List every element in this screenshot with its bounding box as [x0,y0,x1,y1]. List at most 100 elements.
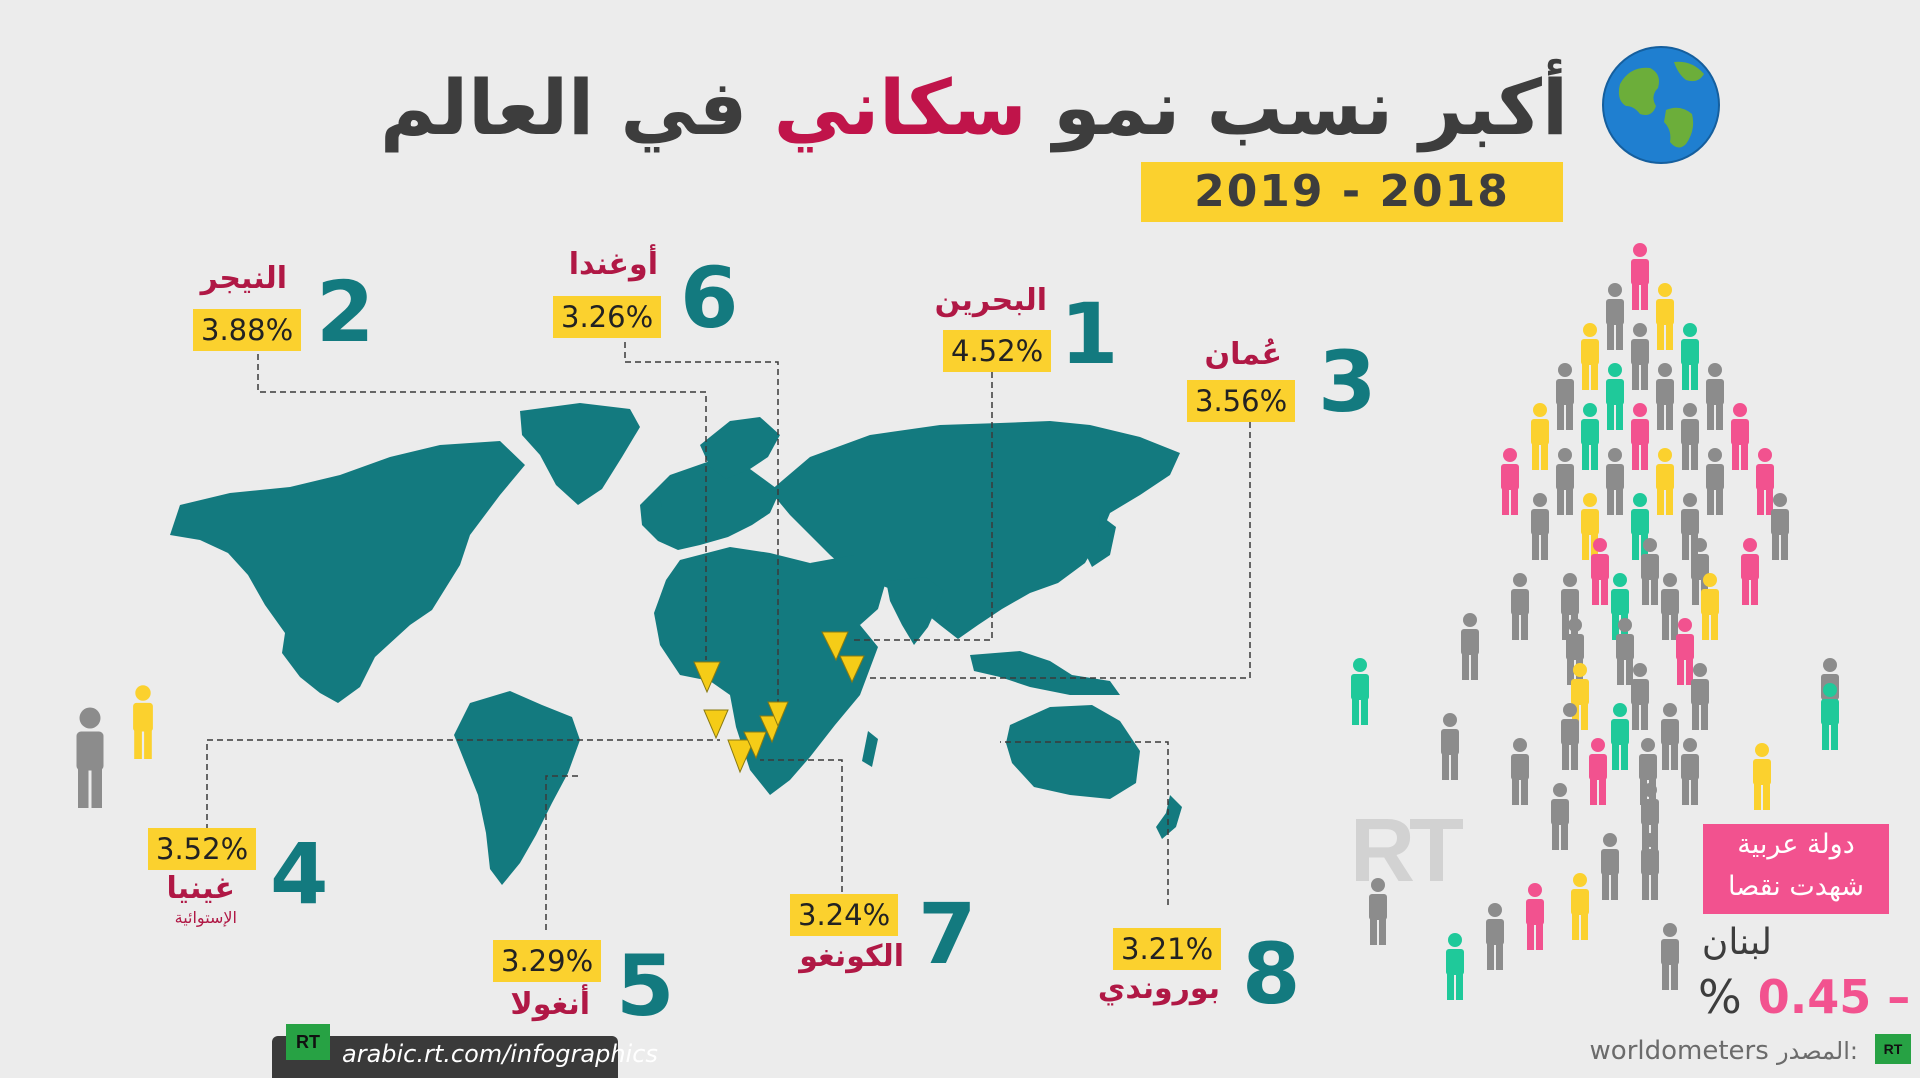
country-pct-1: 4.52% [943,330,1052,372]
country-pct-8: 3.21% [1113,928,1222,970]
globe-icon [1602,46,1720,164]
person-icon [1461,613,1479,680]
person-icon [1691,663,1709,730]
country-sub-4: الإستوائية [174,908,237,927]
person-icon [1656,448,1674,515]
person-icon [1571,873,1589,940]
decline-number: 0.45 [1757,970,1872,1024]
source-value: worldometers [1589,1036,1769,1066]
title-part1: أكبر نسب نمو [1053,63,1568,152]
country-rank-4: 4 [270,825,329,923]
person-icon [1681,738,1699,805]
person-icon [1501,448,1519,515]
person-icon [1631,323,1649,390]
rt-watermark: RT [1350,801,1464,901]
person-icon [1753,743,1771,810]
marker-icon [821,631,849,662]
person-icon [1486,903,1504,970]
person-icon [1641,538,1659,605]
person-icon [1656,363,1674,430]
decline-sign: – [1887,970,1911,1024]
country-name-6: أوغندا [568,247,658,282]
country-pct-5: 3.29% [493,940,602,982]
person-icon [1606,283,1624,350]
decline-percent: % [1698,970,1742,1024]
person-icon [1656,283,1674,350]
person-icon [1771,493,1789,560]
country-name-5: أنغولا [510,987,590,1022]
rt-logo: RT [286,1024,330,1060]
decline-box: دولة عربية شهدت نقصا [1703,824,1889,914]
person-icon [1701,573,1719,640]
country-name-2: النيجر [200,261,287,296]
person-icon [1606,363,1624,430]
country-rank-5: 5 [616,937,675,1035]
country-pct-2: 3.88% [193,309,302,351]
marker-icon [767,701,789,728]
marker-icon [743,731,767,760]
country-pct-7: 3.24% [790,894,899,936]
person-icon [1706,448,1724,515]
title-highlight: سكاني [773,63,1027,152]
country-name-4: غينيا [166,871,236,906]
footer-url[interactable]: arabic.rt.com/infographics [342,1040,658,1068]
person-icon [1661,923,1679,990]
person-icon [76,707,104,808]
person-icon [1631,663,1649,730]
person-icon [1511,738,1529,805]
person-icon [1631,243,1649,310]
source: worldometers المصدر: [1590,1036,1858,1066]
person-icon [1351,658,1369,725]
country-pct-4: 3.52% [148,828,257,870]
person-icon [1526,883,1544,950]
years-badge: 2019 - 2018 [1141,162,1563,222]
marker-icon [703,709,729,740]
marker-icon [839,655,865,684]
country-name-7: الكونغو [799,939,904,974]
page-title: أكبر نسب نمو سكاني في العالم [380,70,1568,146]
world-map [170,403,1182,885]
rt-logo-corner: RT [1875,1034,1911,1064]
person-icon [1511,573,1529,640]
person-icon [1556,363,1574,430]
person-icon [1616,618,1634,685]
person-icon [1606,448,1624,515]
person-icon [1551,783,1569,850]
marker-icon [727,739,755,774]
source-label: المصدر: [1777,1037,1858,1065]
person-icon [1681,323,1699,390]
person-icon [1676,618,1694,685]
country-rank-2: 2 [316,263,375,361]
person-icon [1581,403,1599,470]
country-pct-6: 3.26% [553,296,662,338]
decline-value: % 0.45 – [1698,970,1910,1024]
person-icon [1661,703,1679,770]
person-icon [1589,738,1607,805]
person-icon [1821,683,1839,750]
country-rank-8: 8 [1242,925,1301,1023]
person-icon [1631,403,1649,470]
person-icon [133,685,153,759]
person-icon [1611,703,1629,770]
person-icon [1641,833,1659,900]
marker-group [693,631,865,774]
country-name-3: عُمان [1204,337,1282,372]
person-icon [1531,403,1549,470]
person-icon [1446,933,1464,1000]
person-icon [1741,538,1759,605]
person-icon [1556,448,1574,515]
country-rank-1: 1 [1060,285,1119,383]
title-part2: في العالم [379,63,748,152]
person-icon [1531,493,1549,560]
country-name-8: بوروندي [1097,971,1220,1006]
person-icon [1591,538,1609,605]
person-icon [1661,573,1679,640]
country-rank-3: 3 [1318,333,1377,431]
country-rank-7: 7 [918,885,977,983]
person-icon [1561,703,1579,770]
country-pct-3: 3.56% [1187,380,1296,422]
person-icon [1441,713,1459,780]
marker-icon [693,661,721,694]
